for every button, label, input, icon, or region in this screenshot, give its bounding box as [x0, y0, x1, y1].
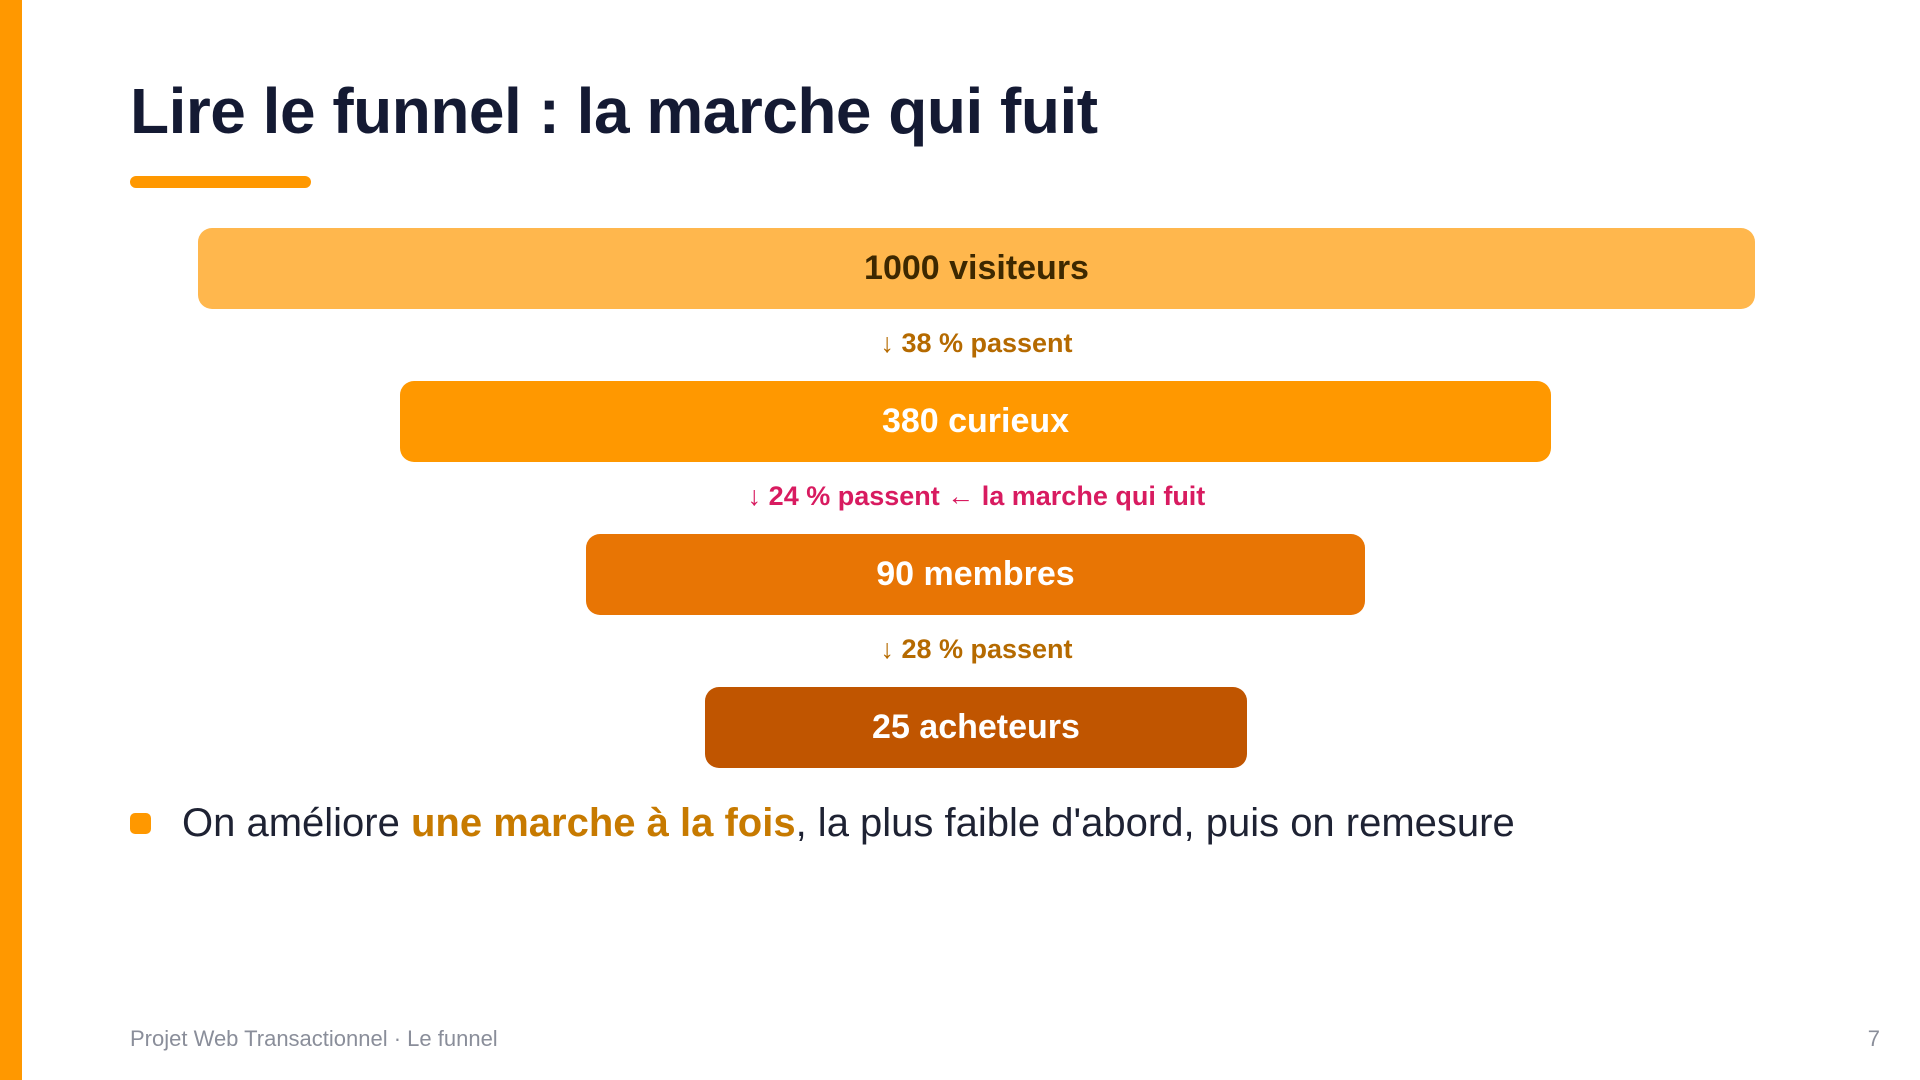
conversion-rate-1: ↓ 38 % passent	[880, 328, 1073, 358]
bullet-text: On améliore une marche à la fois, la plu…	[182, 801, 1515, 846]
bullet-text-suffix: , la plus faible d'abord, puis on remesu…	[795, 800, 1515, 845]
slide-title: Lire le funnel : la marche qui fuit	[130, 75, 1098, 147]
funnel-step-curieux: 380 curieux	[400, 381, 1551, 462]
conversion-rate-2-leak: ↓ 24 % passent ← la marche qui fuit	[747, 481, 1206, 511]
bullet-text-highlight: une marche à la fois	[410, 800, 796, 845]
page-number: 7	[1867, 1026, 1880, 1051]
bullet-text-prefix: On améliore	[182, 800, 411, 845]
bullet-point: On améliore une marche à la fois, la plu…	[130, 797, 1515, 849]
title-underline	[130, 176, 311, 188]
funnel-step-acheteurs: 25 acheteurs	[705, 687, 1247, 768]
funnel-step-visiteurs: 1000 visiteurs	[198, 228, 1755, 309]
funnel-step-membres: 90 membres	[586, 534, 1365, 615]
footer-caption: Projet Web Transactionnel · Le funnel	[130, 1026, 498, 1051]
conversion-rate-3: ↓ 28 % passent	[880, 634, 1073, 664]
accent-sidebar-bar	[0, 0, 22, 1080]
bullet-square-icon	[130, 812, 151, 834]
